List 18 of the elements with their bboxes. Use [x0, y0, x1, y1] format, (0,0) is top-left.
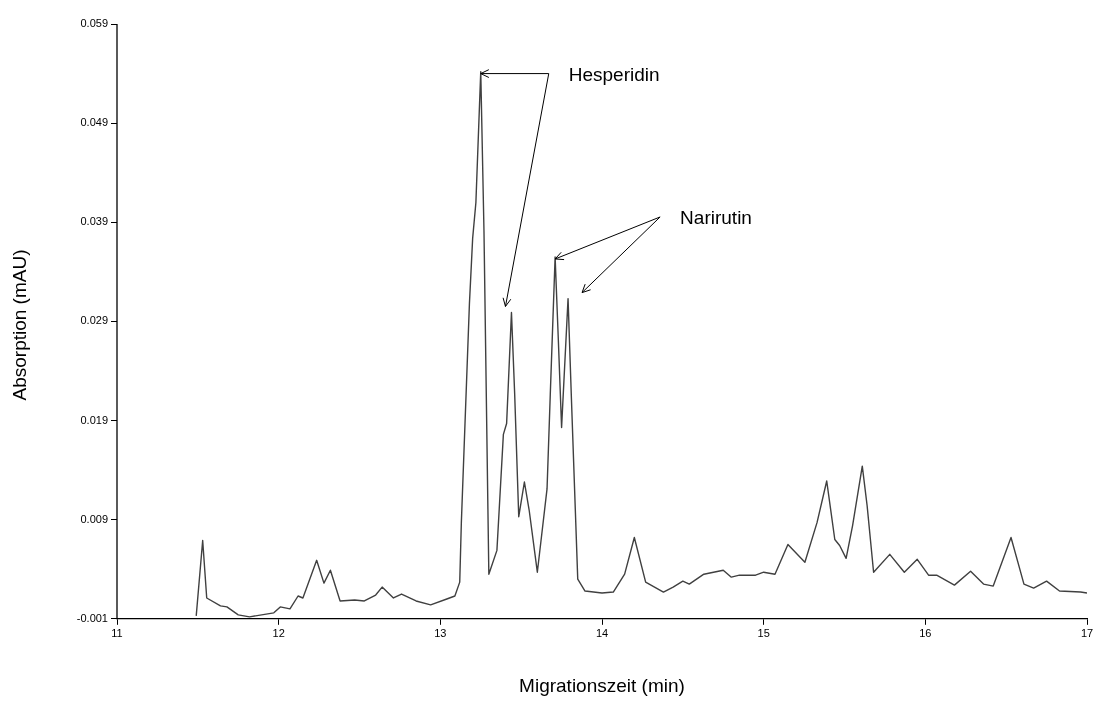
y-tick-label: 0.049 — [80, 116, 108, 129]
x-tick-label: 12 — [272, 627, 285, 640]
x-tick-label: 16 — [919, 627, 932, 640]
x-axis-title: Migrationszeit (min) — [518, 675, 686, 697]
annotation: Narirutin — [680, 207, 752, 229]
x-tick-label: 11 — [111, 627, 123, 640]
y-tick-label: 0.019 — [80, 413, 108, 426]
x-tick-label: 14 — [595, 627, 609, 640]
y-tick-label: 0.039 — [80, 215, 108, 228]
x-tick-label: 17 — [1080, 627, 1094, 640]
y-axis-title: Absorption (mAU) — [9, 249, 31, 401]
y-tick-label: 0.059 — [80, 17, 108, 30]
y-tick-label: -0.001 — [76, 611, 108, 624]
y-tick-label: 0.009 — [80, 512, 108, 525]
x-tick-label: 13 — [434, 627, 447, 640]
x-tick-label: 15 — [757, 627, 770, 640]
y-tick-label: 0.029 — [80, 314, 108, 327]
annotation: Hesperidin — [568, 63, 660, 85]
